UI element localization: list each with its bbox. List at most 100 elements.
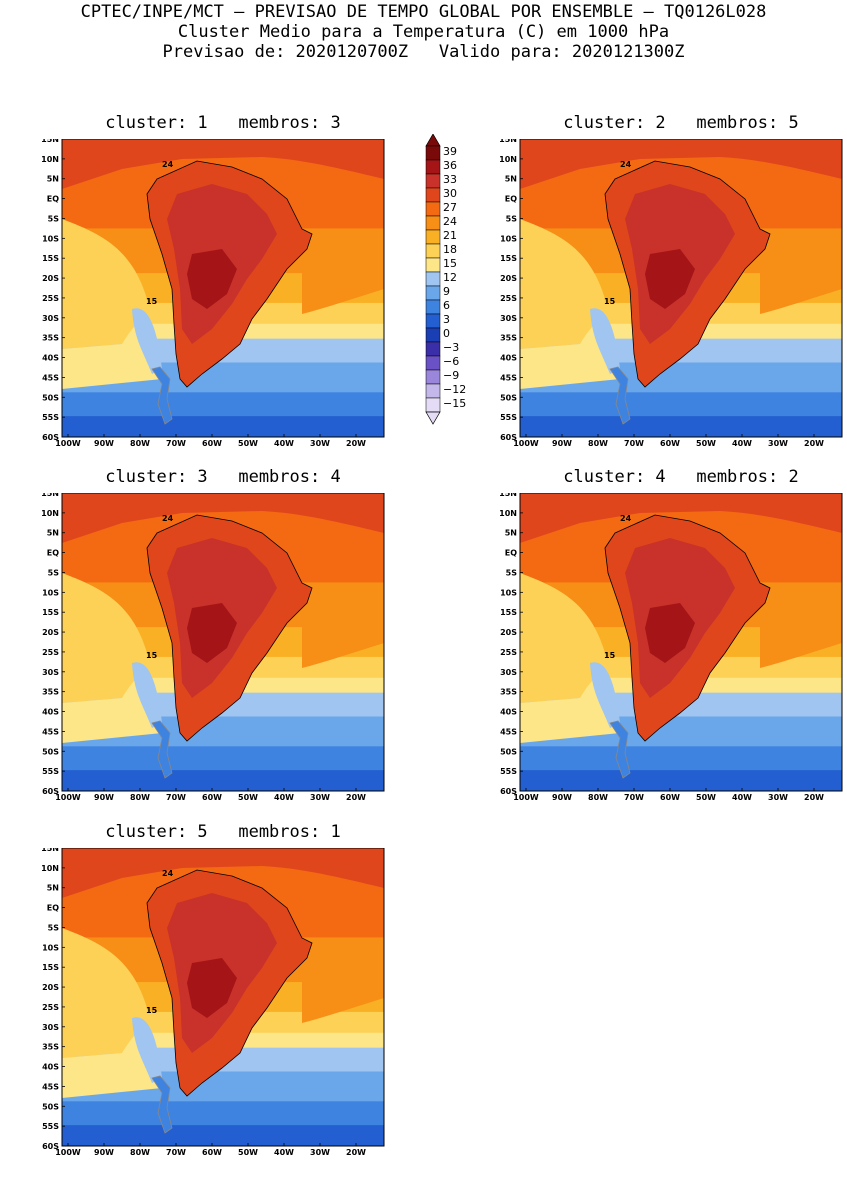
northern-warm-region [62, 139, 384, 189]
ocean-temperature-band [62, 1101, 384, 1127]
pacific-cool-region [520, 674, 620, 743]
lon-tick-label: 70W [166, 1148, 186, 1157]
patagonia-region [151, 366, 173, 425]
ocean-temperature-band [62, 746, 384, 772]
colorbar-segment [425, 299, 441, 315]
colorbar-label: 36 [443, 159, 457, 172]
lat-tick-label: 60S [500, 433, 517, 442]
lat-tick-label: 35S [42, 334, 59, 343]
lon-tick-label: 30W [768, 793, 788, 802]
lon-tick-label: 20W [804, 439, 824, 448]
pacific-cool-region [62, 219, 149, 349]
map-frame [61, 493, 385, 792]
lat-tick-label: 30S [42, 1023, 59, 1032]
colorbar-segment [425, 397, 441, 413]
temperature-map: 24 15 15N 10N 5N EQ 5S 10S 15S 20S 25S 30S 35S 40S 45S… [499, 139, 843, 448]
lat-tick-label: 25S [42, 1003, 59, 1012]
contour-label-24: 24 [620, 160, 632, 169]
pacific-cool-region [132, 662, 162, 728]
ocean-temperature-band [62, 416, 384, 437]
pacific-cool-region [62, 674, 162, 743]
ocean-temperature-band [520, 770, 842, 791]
lat-tick-label: 25S [42, 294, 59, 303]
lon-tick-label: 60W [202, 1148, 222, 1157]
lat-tick-label: 60S [500, 787, 517, 796]
temperature-map: 24 15 15N 10N 5N EQ 5S 10S 15S 20S 25S 30S 35S 40S 45S… [499, 493, 843, 802]
lat-tick-label: EQ [47, 195, 59, 204]
northern-warm-region [520, 139, 842, 189]
lat-tick-label: 45S [42, 727, 59, 736]
lon-tick-label: 20W [804, 793, 824, 802]
lat-tick-label: 5N [47, 175, 59, 184]
lat-tick-label: 5S [506, 568, 518, 577]
lat-tick-label: 55S [42, 413, 59, 422]
lat-tick-label: EQ [505, 549, 517, 558]
lat-tick-label: 20S [500, 628, 517, 637]
lat-tick-label: 20S [42, 628, 59, 637]
lat-tick-label: 25S [500, 648, 517, 657]
lat-tick-label: 5N [47, 884, 59, 893]
ocean-temperature-band [62, 392, 384, 418]
lat-tick-label: 35S [42, 1043, 59, 1052]
lat-tick-label: 55S [42, 1122, 59, 1131]
colorbar-label: −15 [443, 397, 467, 410]
lon-tick-label: 80W [588, 793, 608, 802]
colorbar-segment [425, 215, 441, 231]
lon-tick-label: 90W [94, 793, 114, 802]
lon-tick-label: 100W [55, 439, 81, 448]
lon-tick-label: 90W [94, 439, 114, 448]
very-hot-region [187, 603, 237, 663]
lat-tick-label: 45S [500, 727, 517, 736]
header-line-3: Previsao de: 2020120700Z Valido para: 20… [162, 42, 685, 62]
colorbar-segment [425, 201, 441, 217]
lat-tick-label: 25S [500, 294, 517, 303]
pacific-cool-region [132, 308, 162, 374]
lat-tick-label: 50S [42, 393, 59, 402]
atlantic-warm-region [302, 583, 384, 668]
lon-tick-label: 60W [660, 439, 680, 448]
map-frame [61, 848, 385, 1147]
atlantic-warm-region [760, 583, 842, 668]
lat-tick-label: 50S [42, 747, 59, 756]
contour-label-15: 15 [146, 651, 158, 660]
lat-tick-label: 30S [42, 314, 59, 323]
lat-tick-label: 5S [48, 923, 60, 932]
lat-tick-label: 10N [41, 155, 59, 164]
northern-warm-region [520, 493, 842, 543]
lon-tick-label: 100W [55, 793, 81, 802]
lat-tick-label: 20S [42, 274, 59, 283]
lon-tick-label: 80W [588, 439, 608, 448]
lat-tick-label: 50S [500, 393, 517, 402]
pacific-cool-region [62, 928, 149, 1058]
lat-tick-label: 15S [42, 254, 59, 263]
lat-tick-label: EQ [47, 904, 59, 913]
lon-tick-label: 70W [624, 439, 644, 448]
atlantic-warm-region [302, 229, 384, 314]
lat-tick-label: 35S [500, 688, 517, 697]
lon-tick-label: 90W [552, 439, 572, 448]
lon-tick-label: 70W [624, 793, 644, 802]
lon-tick-label: 60W [202, 439, 222, 448]
lat-tick-label: 5N [505, 175, 517, 184]
panel-title: cluster: 2 membros: 5 [563, 113, 799, 133]
lon-tick-label: 70W [166, 439, 186, 448]
colorbar-segment [425, 369, 441, 385]
lon-tick-label: 100W [55, 1148, 81, 1157]
lon-tick-label: 20W [346, 793, 366, 802]
northern-warm-region [62, 493, 384, 543]
lon-tick-label: 70W [166, 793, 186, 802]
lat-tick-label: 15N [499, 493, 517, 498]
colorbar-segment [425, 187, 441, 203]
colorbar-label: 21 [443, 229, 457, 242]
colorbar-segment [425, 341, 441, 357]
northern-warm-region [62, 848, 384, 898]
atlantic-warm-region [302, 938, 384, 1023]
lat-tick-label: 55S [500, 767, 517, 776]
lat-tick-label: 10S [500, 234, 517, 243]
pacific-cool-region [520, 219, 607, 349]
lat-tick-label: 40S [500, 708, 517, 717]
lat-tick-label: 5S [48, 568, 60, 577]
colorbar-label: −12 [443, 383, 467, 396]
lat-tick-label: 25S [42, 648, 59, 657]
colorbar-segment [425, 313, 441, 329]
